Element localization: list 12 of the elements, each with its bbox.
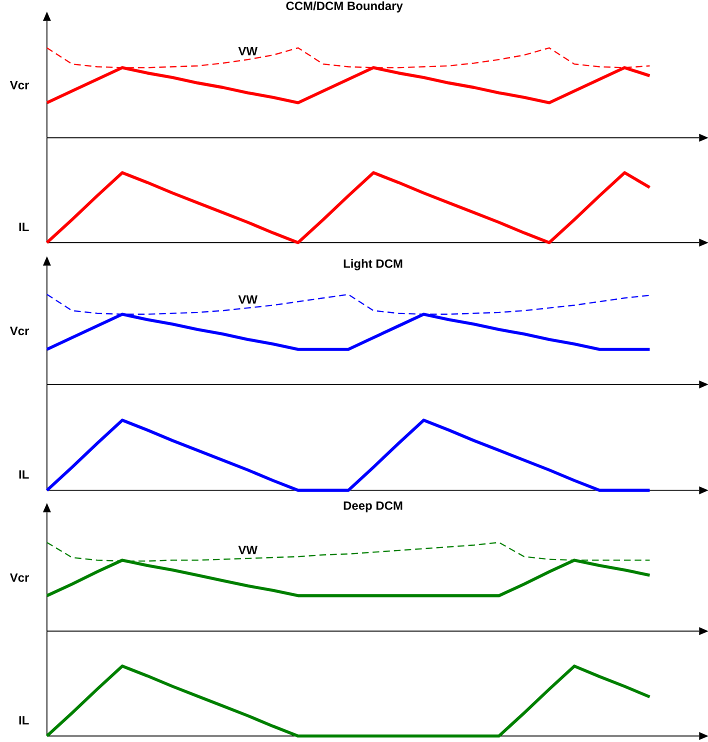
y-axis-title: Vcr (10, 326, 29, 336)
series-label: VW (238, 295, 258, 304)
y-axis-title: IL (19, 716, 29, 724)
y-axis-title: Vcr (10, 81, 29, 90)
series-label: VW (238, 47, 258, 56)
chart-title: Deep DCM (344, 501, 402, 512)
chart-title: CCM/DCM Boundary (286, 1, 403, 12)
y-axis-title: IL (19, 470, 29, 479)
y-axis-title: Vcr (10, 573, 29, 582)
chart-title: Light DCM (344, 259, 402, 270)
series-label: VW (238, 546, 258, 554)
y-axis-title: IL (19, 222, 29, 232)
